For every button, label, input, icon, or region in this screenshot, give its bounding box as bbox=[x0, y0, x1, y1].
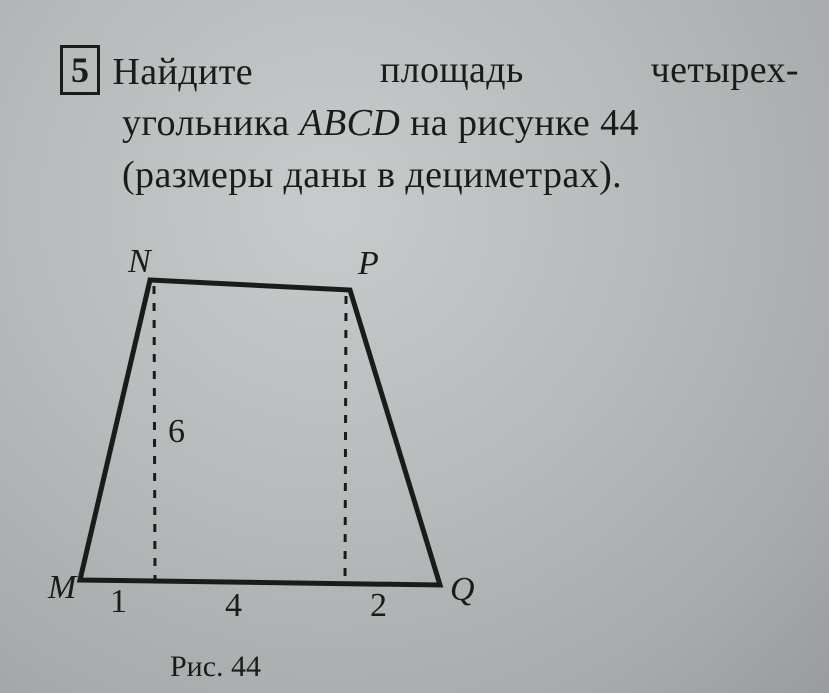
problem-line-1: 5 Найдите площадь четырех- bbox=[60, 45, 799, 98]
word-1: Найдите bbox=[112, 51, 253, 93]
abcd: ABCD bbox=[299, 102, 400, 144]
problem-number-box: 5 bbox=[60, 45, 100, 95]
svg-text:M: M bbox=[47, 569, 78, 606]
svg-text:Q: Q bbox=[450, 571, 475, 608]
page: 5 Найдите площадь четырех- угольника ABCD… bbox=[0, 0, 829, 693]
word-2: площадь bbox=[380, 45, 524, 98]
trapezoid-figure: N P M Q 6 1 4 2 bbox=[40, 250, 520, 670]
svg-text:2: 2 bbox=[370, 587, 387, 624]
problem-text: 5 Найдите площадь четырех- угольника ABCD… bbox=[60, 45, 799, 201]
svg-text:6: 6 bbox=[168, 413, 185, 450]
svg-text:1: 1 bbox=[110, 583, 127, 620]
word-3: четырех- bbox=[651, 45, 799, 98]
figure-svg: N P M Q 6 1 4 2 bbox=[40, 250, 520, 650]
figure-caption: Рис. 44 bbox=[170, 650, 261, 684]
problem-line-3: (размеры даны в дециметрах). bbox=[60, 150, 799, 201]
svg-text:N: N bbox=[127, 250, 153, 280]
svg-text:P: P bbox=[357, 250, 379, 282]
problem-line-2: угольника ABCD на рисунке 44 bbox=[60, 98, 799, 149]
svg-text:4: 4 bbox=[225, 587, 242, 624]
